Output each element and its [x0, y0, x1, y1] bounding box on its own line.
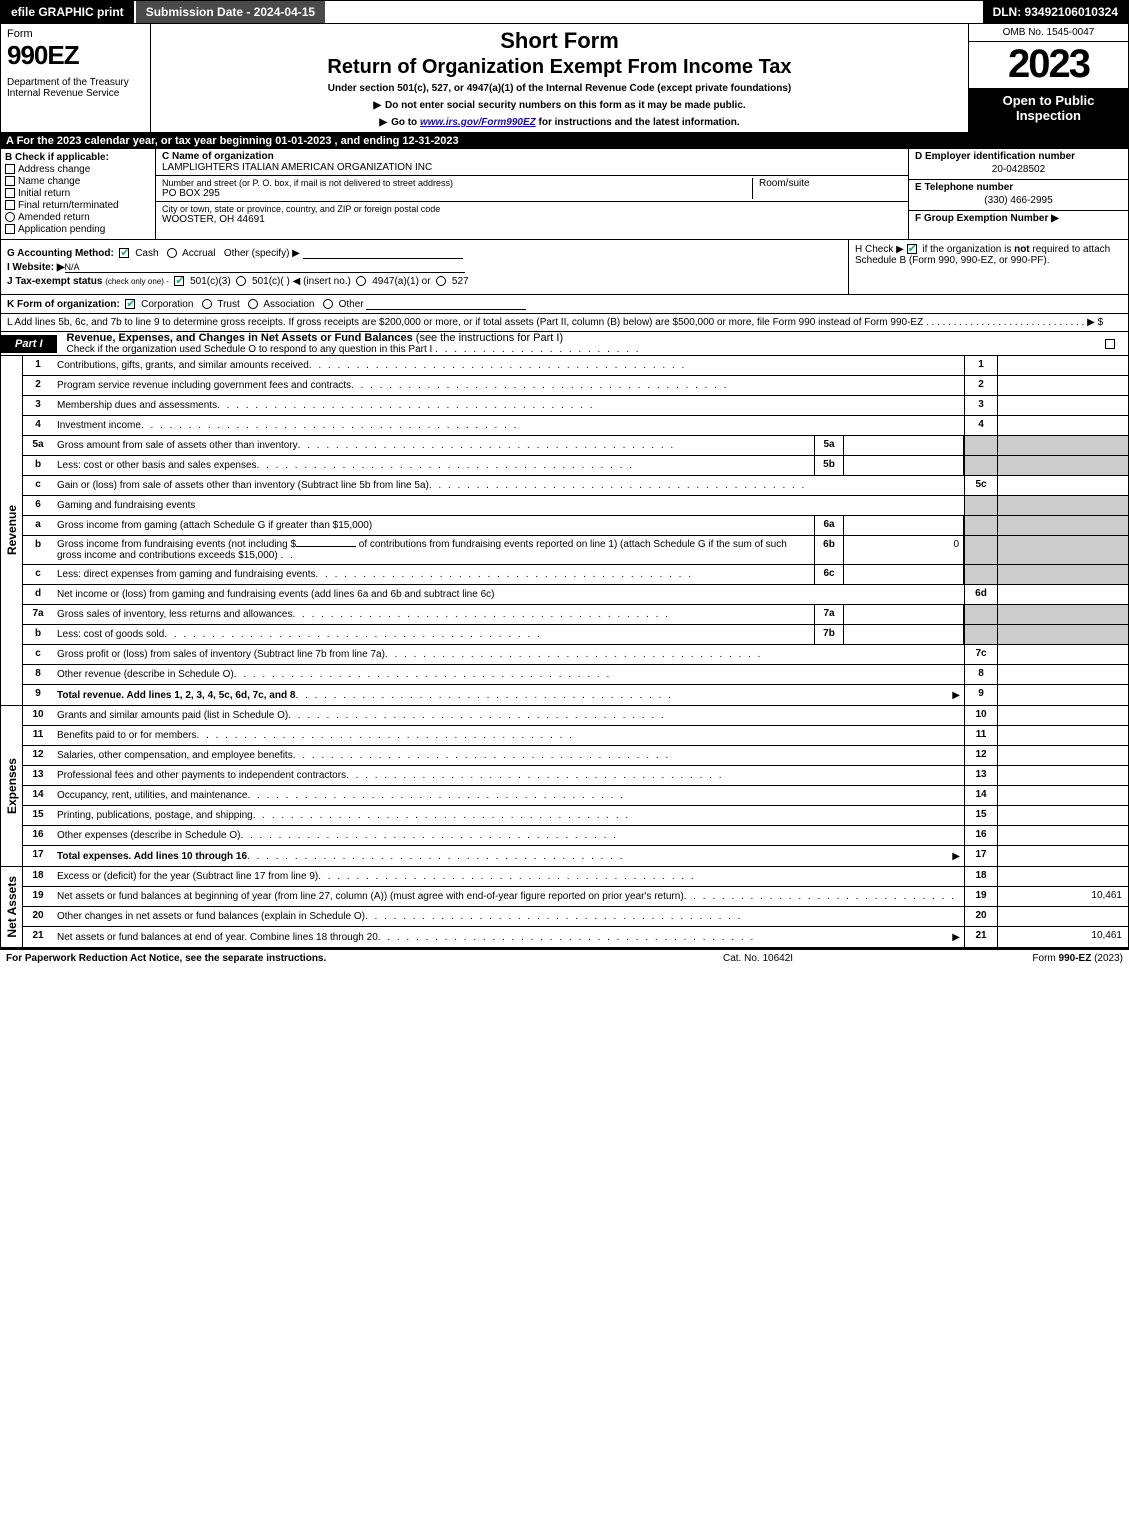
row-j-tax-exempt: J Tax-exempt status (check only one) - 5… — [7, 276, 842, 287]
chk-501c[interactable] — [236, 276, 246, 286]
chk-4947[interactable] — [356, 276, 366, 286]
row-i-website: I Website: ▶N/A — [7, 262, 842, 273]
chk-accrual[interactable] — [167, 248, 177, 258]
header-right: OMB No. 1545-0047 2023 Open to Public In… — [968, 24, 1128, 132]
line-6b-value: 0 — [844, 536, 964, 564]
chk-amended-return[interactable] — [5, 212, 15, 222]
chk-application-pending[interactable] — [5, 224, 15, 234]
page-footer: For Paperwork Reduction Act Notice, see … — [0, 948, 1129, 967]
dept-label: Department of the Treasury Internal Reve… — [7, 77, 144, 99]
chk-name-change[interactable] — [5, 176, 15, 186]
form-ref: Form 990-EZ (2023) — [923, 953, 1123, 964]
spacer — [327, 1, 982, 23]
row-l-gross-receipts: L Add lines 5b, 6c, and 7b to line 9 to … — [0, 314, 1129, 332]
line-19-value: 10,461 — [998, 887, 1128, 906]
form-number: 990EZ — [7, 40, 144, 71]
row-a-tax-year: A For the 2023 calendar year, or tax yea… — [0, 133, 1129, 149]
chk-cash[interactable] — [119, 248, 129, 258]
chk-trust[interactable] — [202, 299, 212, 309]
chk-other-org[interactable] — [323, 299, 333, 309]
col-gij: G Accounting Method: Cash Accrual Other … — [1, 240, 848, 294]
col-b-checkboxes: B Check if applicable: Address change Na… — [1, 149, 156, 239]
revenue-table: Revenue 1Contributions, gifts, grants, a… — [0, 356, 1129, 706]
chk-527[interactable] — [436, 276, 446, 286]
chk-501c3[interactable] — [174, 276, 184, 286]
street-label: Number and street (or P. O. box, if mail… — [162, 178, 746, 188]
form-title: Return of Organization Exempt From Incom… — [159, 56, 960, 79]
row-g-accounting: G Accounting Method: Cash Accrual Other … — [7, 247, 842, 259]
line-21-value: 10,461 — [998, 927, 1128, 947]
net-assets-vertical-label: Net Assets — [1, 867, 23, 947]
revenue-vertical-label: Revenue — [1, 356, 23, 705]
net-assets-table: Net Assets 18Excess or (deficit) for the… — [0, 867, 1129, 948]
ssn-note: Do not enter social security numbers on … — [159, 100, 960, 111]
submission-date-badge: Submission Date - 2024-04-15 — [136, 1, 327, 23]
tel-label: E Telephone number — [915, 182, 1122, 193]
tax-year: 2023 — [969, 42, 1128, 89]
link-note: Go to www.irs.gov/Form990EZ for instruct… — [159, 117, 960, 128]
paperwork-notice: For Paperwork Reduction Act Notice, see … — [6, 953, 723, 964]
form-label: Form — [7, 28, 144, 40]
form-header: Form 990EZ Department of the Treasury In… — [0, 24, 1129, 133]
room-suite-label: Room/suite — [752, 178, 902, 199]
efile-print-button[interactable]: efile GRAPHIC print — [1, 1, 136, 23]
cat-number: Cat. No. 10642I — [723, 953, 923, 964]
city-state-zip: WOOSTER, OH 44691 — [162, 214, 446, 225]
org-name: LAMPLIGHTERS ITALIAN AMERICAN ORGANIZATI… — [162, 162, 432, 173]
group-exemption-label: F Group Exemption Number ▶ — [915, 213, 1122, 224]
header-center: Short Form Return of Organization Exempt… — [151, 24, 968, 132]
part-1-header: Part I Revenue, Expenses, and Changes in… — [0, 332, 1129, 356]
form-subtitle: Under section 501(c), 527, or 4947(a)(1)… — [159, 83, 960, 94]
irs-link[interactable]: www.irs.gov/Form990EZ — [420, 117, 536, 128]
row-h-schedule-b: H Check ▶ if the organization is not req… — [848, 240, 1128, 294]
row-k-org-form: K Form of organization: Corporation Trus… — [0, 295, 1129, 314]
col-c-org-info: C Name of organization LAMPLIGHTERS ITAL… — [156, 149, 908, 239]
chk-corporation[interactable] — [125, 299, 135, 309]
chk-association[interactable] — [248, 299, 258, 309]
part-1-title: Revenue, Expenses, and Changes in Net As… — [57, 332, 1105, 355]
chk-schedule-b[interactable] — [907, 244, 917, 254]
omb-number: OMB No. 1545-0047 — [969, 24, 1128, 42]
expenses-table: Expenses 10Grants and similar amounts pa… — [0, 706, 1129, 867]
header-left: Form 990EZ Department of the Treasury In… — [1, 24, 151, 132]
top-bar: efile GRAPHIC print Submission Date - 20… — [0, 0, 1129, 24]
part-1-tab: Part I — [1, 335, 57, 353]
short-form-title: Short Form — [159, 28, 960, 54]
city-label: City or town, state or province, country… — [162, 204, 440, 214]
b-title: B Check if applicable: — [5, 152, 151, 163]
chk-schedule-o-part1[interactable] — [1105, 339, 1115, 349]
street-address: PO BOX 295 — [162, 188, 752, 199]
chk-final-return[interactable] — [5, 200, 15, 210]
ein-label: D Employer identification number — [915, 151, 1122, 162]
c-name-label: C Name of organization — [162, 151, 426, 162]
dln-badge: DLN: 93492106010324 — [983, 1, 1128, 23]
col-d-ein-tel: D Employer identification number 20-0428… — [908, 149, 1128, 239]
section-ghij: G Accounting Method: Cash Accrual Other … — [0, 240, 1129, 295]
tel-value: (330) 466-2995 — [915, 193, 1122, 208]
expenses-vertical-label: Expenses — [1, 706, 23, 866]
ein-value: 20-0428502 — [915, 162, 1122, 177]
open-inspection-badge: Open to Public Inspection — [969, 89, 1128, 132]
chk-address-change[interactable] — [5, 164, 15, 174]
chk-initial-return[interactable] — [5, 188, 15, 198]
section-bcd: B Check if applicable: Address change Na… — [0, 149, 1129, 240]
